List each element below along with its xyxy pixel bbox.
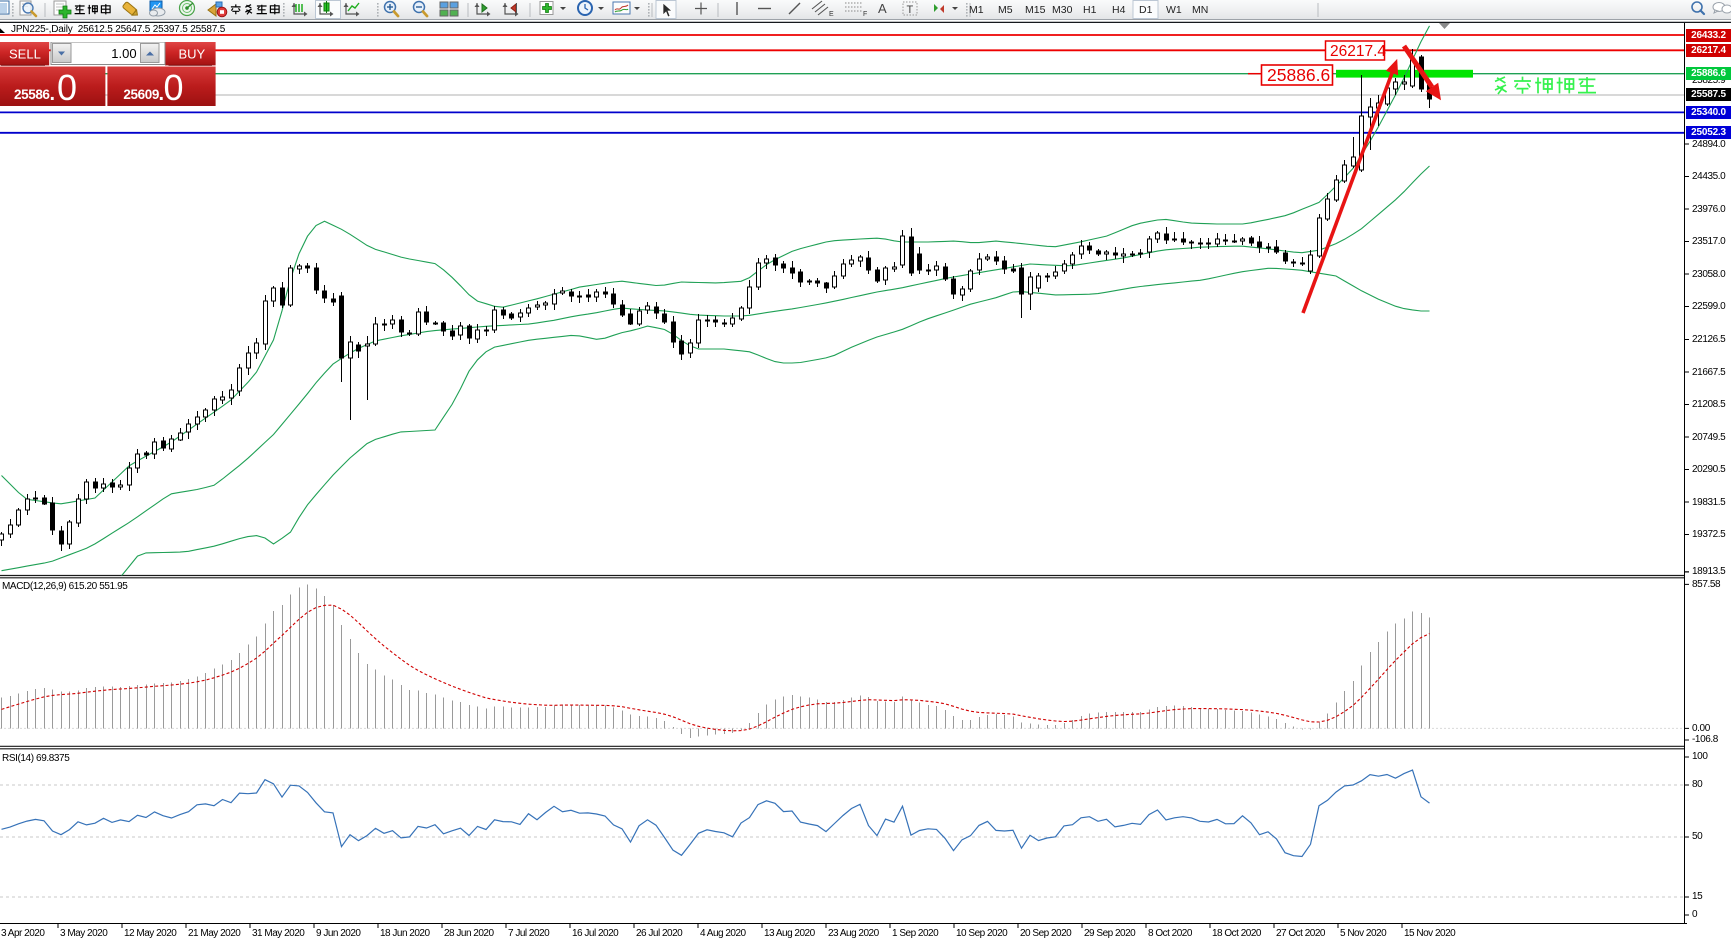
svg-text:8 Oct 2020: 8 Oct 2020 xyxy=(1148,928,1193,939)
svg-text:12 May 2020: 12 May 2020 xyxy=(124,928,177,939)
svg-text:M30: M30 xyxy=(1052,4,1073,16)
svg-text:1.00: 1.00 xyxy=(111,46,136,61)
svg-text:M5: M5 xyxy=(998,4,1013,16)
svg-text:25886.6: 25886.6 xyxy=(1267,65,1330,85)
svg-text:9 Jun 2020: 9 Jun 2020 xyxy=(316,928,361,939)
svg-text:0: 0 xyxy=(164,67,184,106)
svg-text:F: F xyxy=(863,11,867,18)
svg-text:H4: H4 xyxy=(1112,4,1126,16)
svg-text:.: . xyxy=(50,83,56,105)
svg-text:13 Aug 2020: 13 Aug 2020 xyxy=(764,928,816,939)
svg-text:7 Jul 2020: 7 Jul 2020 xyxy=(508,928,550,939)
svg-text:10 Sep 2020: 10 Sep 2020 xyxy=(956,928,1008,939)
svg-text:A: A xyxy=(878,1,887,16)
svg-text:W1: W1 xyxy=(1166,4,1182,16)
svg-text:D1: D1 xyxy=(1139,4,1153,16)
svg-text:25586: 25586 xyxy=(14,87,50,102)
svg-text:SELL: SELL xyxy=(9,47,41,62)
svg-text:26217.4: 26217.4 xyxy=(1330,43,1386,60)
svg-text:3 Apr 2020: 3 Apr 2020 xyxy=(1,928,45,939)
svg-text:3 May 2020: 3 May 2020 xyxy=(60,928,108,939)
svg-text:1 Sep 2020: 1 Sep 2020 xyxy=(892,928,939,939)
svg-text:MN: MN xyxy=(1192,4,1208,16)
svg-text:18 Oct 2020: 18 Oct 2020 xyxy=(1212,928,1262,939)
svg-text:29 Sep 2020: 29 Sep 2020 xyxy=(1084,928,1136,939)
svg-text:M15: M15 xyxy=(1025,4,1046,16)
svg-text:20 Sep 2020: 20 Sep 2020 xyxy=(1020,928,1072,939)
svg-text:0: 0 xyxy=(57,67,77,106)
svg-text:15 Nov 2020: 15 Nov 2020 xyxy=(1404,928,1456,939)
svg-text:16 Jul 2020: 16 Jul 2020 xyxy=(572,928,619,939)
svg-text:25609: 25609 xyxy=(123,87,159,102)
svg-text:T: T xyxy=(907,4,914,16)
svg-text:BUY: BUY xyxy=(179,47,206,62)
svg-text:E: E xyxy=(829,11,834,18)
svg-text:26 Jul 2020: 26 Jul 2020 xyxy=(636,928,683,939)
svg-text:21 May 2020: 21 May 2020 xyxy=(188,928,241,939)
svg-text:27 Oct 2020: 27 Oct 2020 xyxy=(1276,928,1326,939)
svg-text:4 Aug 2020: 4 Aug 2020 xyxy=(700,928,747,939)
svg-text:31 May 2020: 31 May 2020 xyxy=(252,928,305,939)
svg-text:.: . xyxy=(159,83,165,105)
svg-text:18 Jun 2020: 18 Jun 2020 xyxy=(380,928,430,939)
svg-text:28 Jun 2020: 28 Jun 2020 xyxy=(444,928,494,939)
svg-text:H1: H1 xyxy=(1083,4,1097,16)
svg-text:23 Aug 2020: 23 Aug 2020 xyxy=(828,928,880,939)
svg-text:M1: M1 xyxy=(969,4,984,16)
svg-text:5 Nov 2020: 5 Nov 2020 xyxy=(1340,928,1387,939)
